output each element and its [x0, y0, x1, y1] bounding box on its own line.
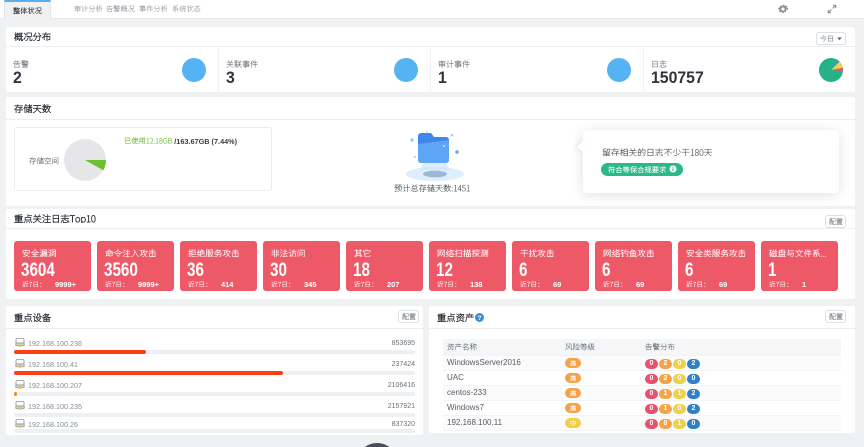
svg-text:?: ?	[478, 315, 482, 322]
